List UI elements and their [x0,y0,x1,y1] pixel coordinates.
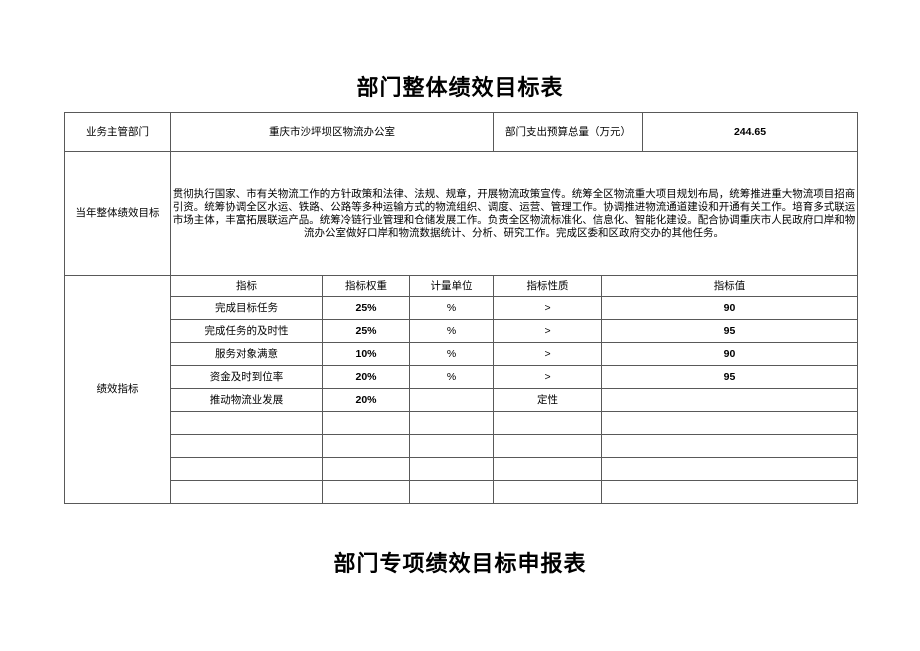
performance-target-table: 业务主管部门 重庆市沙坪坝区物流办公室 部门支出预算总量（万元） 244.65 … [64,112,859,504]
indicator-row: 服务对象满意 10% % > 90 [65,342,859,366]
empty-cell [170,457,323,481]
header-unit: 计量单位 [408,275,495,297]
empty-cell [322,434,410,458]
empty-cell [493,457,603,481]
empty-cell [170,411,323,435]
indicator-unit: % [408,296,495,320]
indicator-nature: > [493,365,603,389]
empty-indicator-row [65,434,859,458]
empty-cell [322,457,410,481]
budget-label-cell: 部门支出预算总量（万元） [493,112,644,152]
indicator-value: 90 [601,296,859,320]
indicator-section-label-cell: 绩效指标 [64,275,171,504]
indicator-weight: 25% [322,296,410,320]
empty-indicator-row [65,411,859,435]
indicator-nature: > [493,296,603,320]
table-row: 当年整体绩效目标 贯彻执行国家、市有关物流工作的方针政策和法律、法规、规章，开展… [64,151,859,276]
indicator-weight: 20% [322,388,410,412]
indicator-row: 完成任务的及时性 25% % > 95 [65,319,859,343]
header-value: 指标值 [601,275,859,297]
indicator-unit: % [408,319,495,343]
table-row: 业务主管部门 重庆市沙坪坝区物流办公室 部门支出预算总量（万元） 244.65 [64,112,859,152]
empty-cell [322,411,410,435]
empty-cell [601,411,859,435]
empty-cell [408,434,495,458]
indicator-name: 推动物流业发展 [170,388,323,412]
indicator-name: 服务对象满意 [170,342,323,366]
indicator-row: 资金及时到位率 20% % > 95 [65,365,859,389]
empty-cell [170,480,323,504]
empty-cell [408,480,495,504]
indicator-nature: > [493,319,603,343]
indicator-value [601,388,859,412]
indicator-name: 资金及时到位率 [170,365,323,389]
budget-value-cell: 244.65 [642,112,859,152]
empty-cell [493,480,603,504]
indicator-row: 完成目标任务 25% % > 90 [65,296,859,320]
indicator-name: 完成任务的及时性 [170,319,323,343]
goal-label-cell: 当年整体绩效目标 [64,151,171,276]
dept-label-cell: 业务主管部门 [64,112,171,152]
indicator-header-row: 绩效指标 指标 指标权重 计量单位 指标性质 指标值 [64,275,859,504]
page-title: 部门整体绩效目标表 [356,75,564,100]
indicator-value: 95 [601,319,859,343]
indicator-row: 推动物流业发展 20% 定性 [65,388,859,412]
header-indicator: 指标 [170,275,323,297]
indicator-nature: > [493,342,603,366]
empty-cell [170,434,323,458]
indicator-weight: 20% [322,365,410,389]
header-weight: 指标权重 [322,275,410,297]
indicator-unit: % [408,365,495,389]
indicator-name: 完成目标任务 [170,296,323,320]
indicator-unit [408,388,495,412]
empty-cell [493,434,603,458]
header-nature: 指标性质 [493,275,603,297]
indicator-weight: 25% [322,319,410,343]
empty-cell [408,411,495,435]
indicator-weight: 10% [322,342,410,366]
empty-cell [601,480,859,504]
empty-cell [601,434,859,458]
indicator-value: 95 [601,365,859,389]
dept-value-cell: 重庆市沙坪坝区物流办公室 [169,112,495,152]
empty-cell [601,457,859,481]
empty-indicator-row [65,457,859,481]
empty-indicator-row [65,480,859,504]
empty-cell [322,480,410,504]
indicator-value: 90 [601,342,859,366]
goal-text-cell: 贯彻执行国家、市有关物流工作的方针政策和法律、法规、规章，开展物流政策宣传。统筹… [169,151,859,276]
indicator-unit: % [408,342,495,366]
indicator-nature: 定性 [493,388,603,412]
next-section-title: 部门专项绩效目标申报表 [333,551,587,576]
empty-cell [408,457,495,481]
empty-cell [493,411,603,435]
